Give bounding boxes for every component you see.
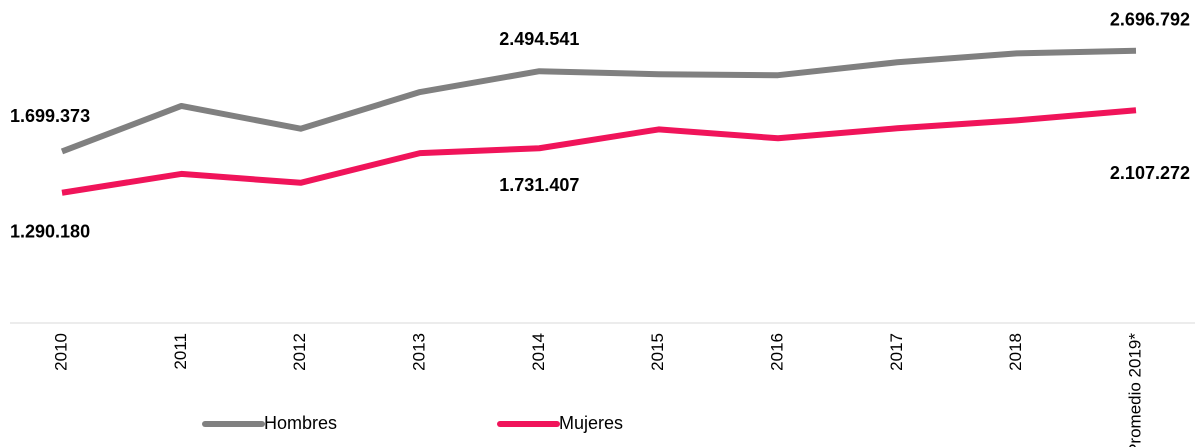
line-series (60, 47, 1137, 155)
x-tick-label: 2015 (648, 333, 667, 371)
value-label: 1.290.180 (10, 222, 90, 242)
line-series (61, 107, 1137, 196)
x-tick-label: 2018 (1006, 333, 1025, 371)
x-tick-label: 2010 (51, 333, 70, 371)
x-tick-label: 2016 (767, 333, 786, 371)
x-tick-label: 2017 (887, 333, 906, 371)
x-tick-label: 2014 (529, 333, 548, 371)
x-tick-label: 2011 (171, 333, 190, 370)
x-tick-label: Promedio 2019* (1125, 333, 1144, 447)
value-label: 2.696.792 (1110, 10, 1190, 30)
legend-label: Hombres (264, 413, 337, 433)
x-tick-label: 2012 (290, 333, 309, 371)
value-label: 2.494.541 (499, 29, 579, 49)
value-label: 1.699.373 (10, 106, 90, 126)
value-label: 1.731.407 (499, 175, 579, 195)
value-label: 2.107.272 (1110, 163, 1190, 183)
legend-label: Mujeres (559, 413, 623, 433)
x-tick-label: 2013 (409, 333, 428, 371)
